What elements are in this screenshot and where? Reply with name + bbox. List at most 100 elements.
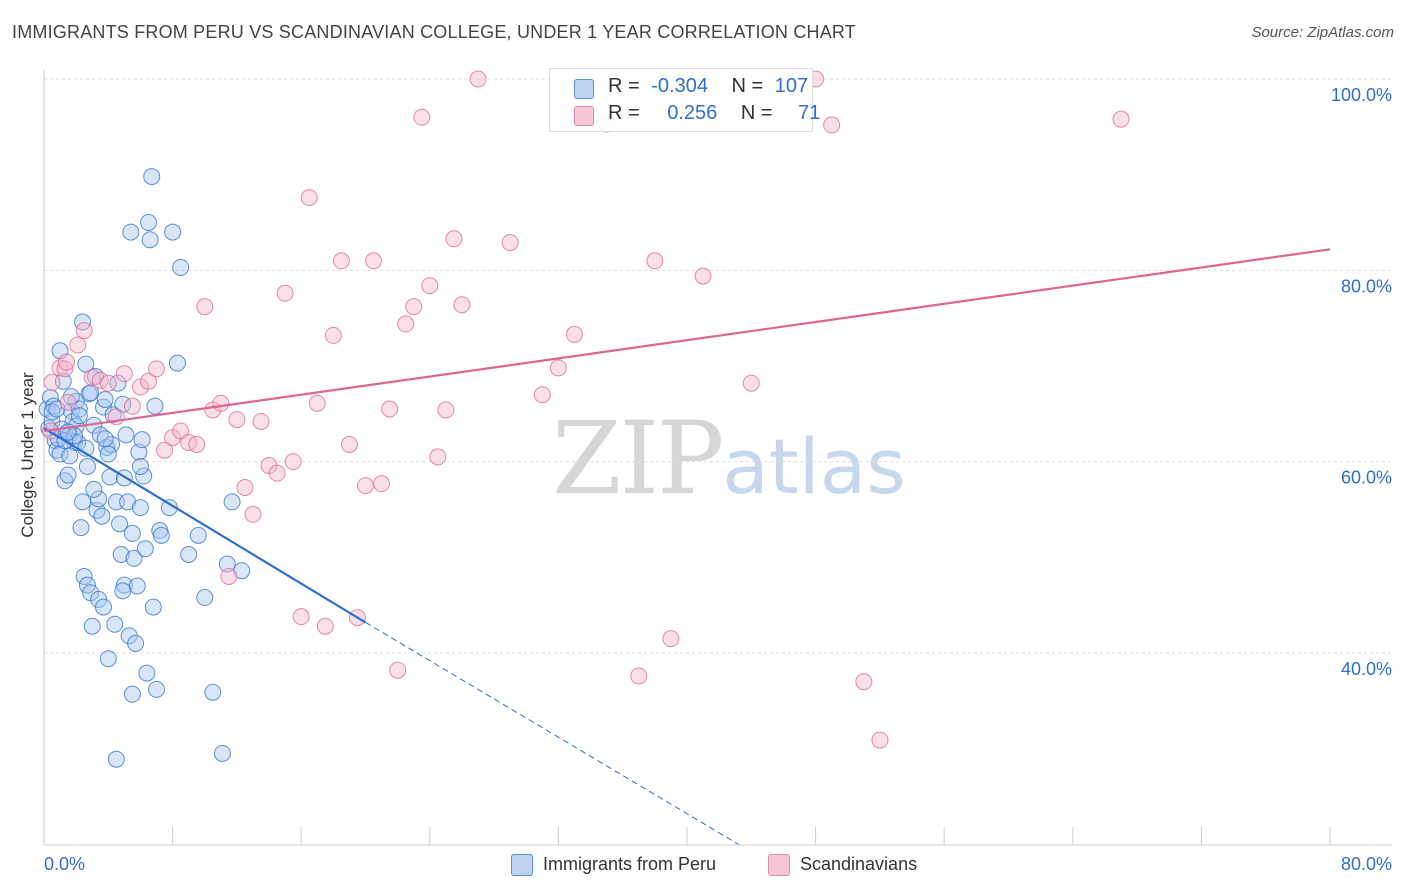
peru-point xyxy=(223,493,241,511)
peru-point xyxy=(133,431,151,449)
peru-point xyxy=(103,435,121,453)
source-label: Source: ZipAtlas.com xyxy=(1251,24,1394,41)
legend-r-value: 0.256 xyxy=(667,102,718,124)
scandinavian-point xyxy=(188,435,206,453)
peru-point xyxy=(218,555,236,573)
peru-point xyxy=(189,526,207,544)
scandinavian-point xyxy=(59,393,77,411)
peru-point xyxy=(75,567,93,585)
peru-point xyxy=(62,388,80,406)
peru-point xyxy=(78,457,96,475)
scandinavian-point xyxy=(662,630,680,648)
scandinavian-point xyxy=(324,326,342,344)
peru-point xyxy=(128,577,146,595)
peru-point xyxy=(131,499,149,517)
peru-point xyxy=(148,680,166,698)
legend-swatch-blue xyxy=(574,79,594,99)
legend-swatch-blue xyxy=(511,854,533,876)
peru-point xyxy=(111,515,129,533)
peru-point xyxy=(127,634,145,652)
scandinavian-point xyxy=(172,422,190,440)
peru-point xyxy=(56,472,74,490)
peru-point xyxy=(59,466,77,484)
scandinavian-point xyxy=(300,189,318,207)
peru-point xyxy=(180,545,198,563)
peru-point xyxy=(112,545,130,563)
legend-label-scandinavians: Scandinavians xyxy=(800,854,918,874)
scandinavian-point xyxy=(381,400,399,418)
scandinavian-point xyxy=(437,401,455,419)
peru-point xyxy=(83,617,101,635)
scandinavian-trend-line xyxy=(43,248,1331,433)
peru-point xyxy=(80,385,98,403)
scandinavian-point xyxy=(1112,110,1130,128)
scandinavian-point xyxy=(871,731,889,749)
peru-point xyxy=(99,650,117,668)
peru-point xyxy=(141,231,159,249)
scandinavian-point xyxy=(220,567,238,585)
peru-point xyxy=(109,374,127,392)
legend-n-label: N = xyxy=(740,102,773,124)
scandinavian-point xyxy=(533,386,551,404)
scandinavian-point xyxy=(397,315,415,333)
peru-point xyxy=(93,507,111,525)
scandinavian-point xyxy=(284,453,302,471)
scandinavian-point xyxy=(292,608,310,626)
scandinavian-point xyxy=(332,252,350,270)
y-tick-label: 40.0% xyxy=(1341,659,1392,679)
scandinavian-point xyxy=(413,108,431,126)
scandinavian-point xyxy=(58,353,76,371)
scandinavian-point xyxy=(405,298,423,316)
scandinavian-point xyxy=(196,298,214,316)
peru-point xyxy=(74,493,92,511)
peru-trend-line xyxy=(43,427,367,624)
legend-n-value: 71 xyxy=(798,102,821,124)
scandinavian-point xyxy=(276,284,294,302)
peru-point xyxy=(96,430,114,448)
peru-point xyxy=(164,223,182,241)
legend-n-value: 107 xyxy=(774,75,809,97)
peru-point xyxy=(143,168,161,186)
scandinavian-point xyxy=(453,296,471,314)
scandinavian-point xyxy=(823,116,841,134)
scandinavian-point xyxy=(469,70,487,88)
scandinavian-point xyxy=(308,394,326,412)
peru-point xyxy=(85,480,103,498)
peru-point xyxy=(196,589,214,607)
watermark: ZIPatlas xyxy=(552,400,906,517)
peru-point xyxy=(74,313,92,331)
peru-point xyxy=(115,576,133,594)
scandinavian-point xyxy=(75,322,93,340)
scandinavian-point xyxy=(148,360,166,378)
scandinavian-point xyxy=(630,667,648,685)
scandinavian-point xyxy=(429,448,447,466)
peru-point xyxy=(146,397,164,415)
scandinavian-point xyxy=(115,365,133,383)
peru-point xyxy=(117,426,135,444)
scandinavian-point xyxy=(56,360,74,378)
legend-r-value: -0.304 xyxy=(651,75,708,97)
y-tick-label: 60.0% xyxy=(1341,468,1392,488)
peru-point xyxy=(82,384,100,402)
x-tick-label-max: 80.0% xyxy=(1341,854,1392,874)
peru-point xyxy=(72,519,90,537)
scandinavian-point xyxy=(389,661,407,679)
legend-swatch-pink xyxy=(768,854,790,876)
legend-r-label: R = xyxy=(608,102,640,124)
scandinavian-point xyxy=(694,267,712,285)
scandinavian-point xyxy=(123,397,141,415)
peru-point xyxy=(70,407,88,425)
scandinavian-point xyxy=(69,336,87,354)
scandinavian-point xyxy=(212,394,230,412)
scandinavian-point xyxy=(646,252,664,270)
scandinavian-point xyxy=(445,230,463,248)
watermark-atlas: atlas xyxy=(722,422,906,511)
peru-point xyxy=(94,598,112,616)
peru-point xyxy=(96,390,114,408)
peru-point xyxy=(104,406,122,424)
peru-point xyxy=(90,490,108,508)
peru-point xyxy=(168,354,186,372)
peru-point xyxy=(139,214,157,231)
legend-r-label: R = xyxy=(608,75,640,97)
